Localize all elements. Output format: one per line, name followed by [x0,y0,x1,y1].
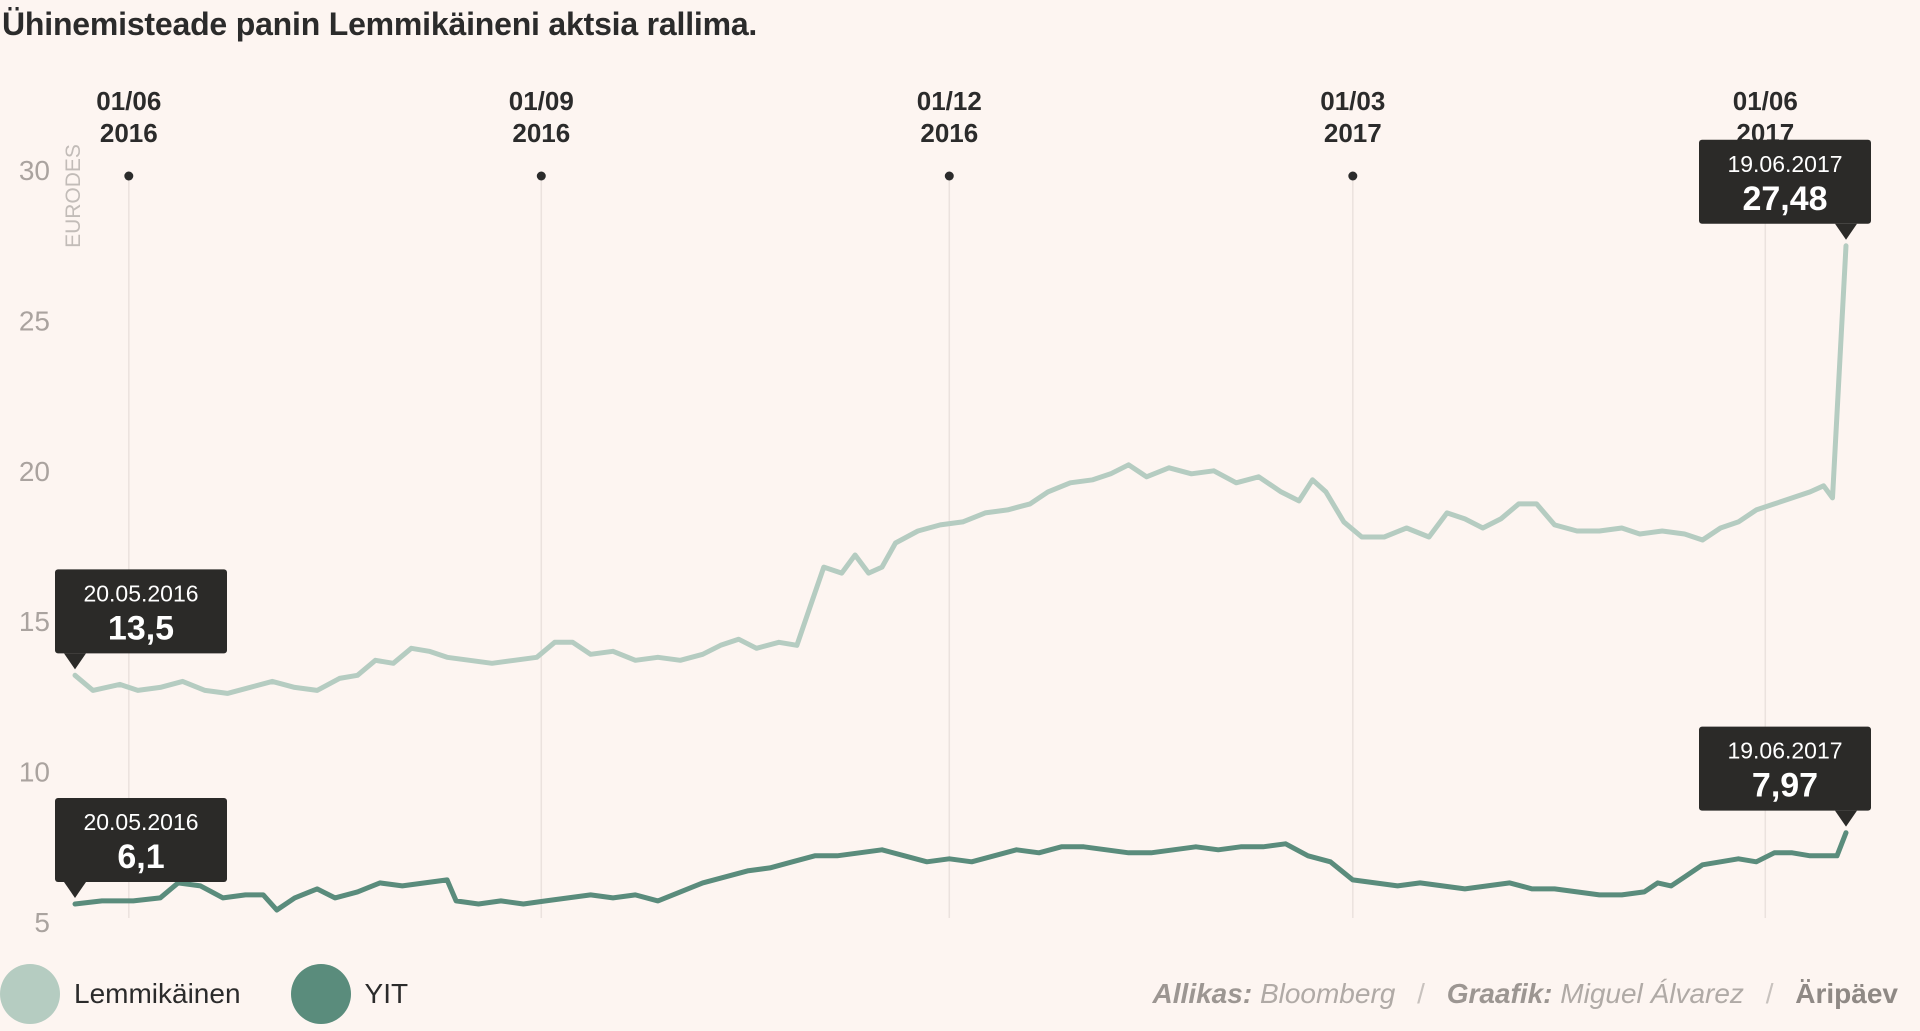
callout-box [1699,139,1871,224]
legend-label-lemmikainen: Lemmikäinen [74,978,241,1009]
credits-author: Miguel Álvarez [1560,978,1744,1009]
credits-separator: / [1765,978,1774,1009]
x-tick-dot [944,171,954,181]
value-callout: 19.06.2017 27,48 [1699,139,1871,240]
callout-value: 6,1 [117,838,164,876]
x-tick-dot [536,171,546,181]
x-tick-label: 2016 [512,118,570,148]
callout-date: 19.06.2017 [1727,738,1842,764]
callout-pointer [1835,810,1857,827]
callout-pointer [64,881,86,898]
callout-value: 27,48 [1742,180,1827,218]
credits-graphic-label: Graafik: [1446,978,1553,1009]
y-tick-label: 30 [19,155,50,186]
legend-swatch-yit [290,964,351,1024]
callout-value: 7,97 [1752,767,1818,805]
x-tick-label: 01/03 [1320,86,1385,116]
credits: Allikas: Bloomberg / Graafik: Miguel Álv… [1153,978,1898,1010]
series-line-yit [72,830,1849,913]
callout-date: 20.05.2016 [83,580,198,606]
y-axis-label: EURODES [62,144,85,248]
x-tick-dot [1348,171,1358,181]
x-tick-dot [124,171,134,181]
callout-date: 19.06.2017 [1727,151,1842,177]
callout-box [55,797,227,882]
y-tick-label: 15 [19,606,50,637]
y-tick-label: 25 [19,305,50,336]
x-tick-label: 01/09 [509,86,574,116]
callout-box [55,569,227,654]
legend-item-lemmikainen[interactable]: Lemmikäinen [0,964,241,1024]
y-tick-label: 20 [19,456,50,487]
legend: Lemmikäinen YIT [0,962,458,1026]
x-tick-label: 2016 [100,118,158,148]
callout-date: 20.05.2016 [83,809,198,835]
y-tick-label: 10 [19,757,50,788]
credits-source-label: Allikas: [1152,978,1253,1009]
brand-logo: Äripäev [1795,978,1898,1009]
callout-pointer [64,653,86,670]
credits-source: Bloomberg [1259,978,1396,1009]
x-tick-label: 2016 [920,118,978,148]
x-tick-label: 2017 [1324,118,1382,148]
callout-pointer [1835,223,1857,240]
callout-box [1699,726,1871,811]
chart-title: Ühinemisteade panin Lemmikäineni aktsia … [2,6,758,42]
x-tick-label: 01/06 [96,86,161,116]
series-line-lemmikinen [72,243,1849,696]
legend-item-yit[interactable]: YIT [290,964,409,1024]
callout-value: 13,5 [108,609,174,647]
line-chart: 30252015105EURODES01/06201601/09201601/1… [19,86,1871,938]
legend-swatch-lemmikainen [0,964,60,1024]
value-callout: 19.06.2017 7,97 [1699,726,1871,827]
x-tick-label: 01/12 [917,86,982,116]
x-tick-label: 01/06 [1733,86,1798,116]
value-callout: 20.05.2016 13,5 [55,569,227,670]
credits-separator: / [1417,978,1425,1009]
legend-label-yit: YIT [364,978,409,1009]
y-tick-label: 5 [34,907,50,938]
value-callout: 20.05.2016 6,1 [55,797,227,898]
